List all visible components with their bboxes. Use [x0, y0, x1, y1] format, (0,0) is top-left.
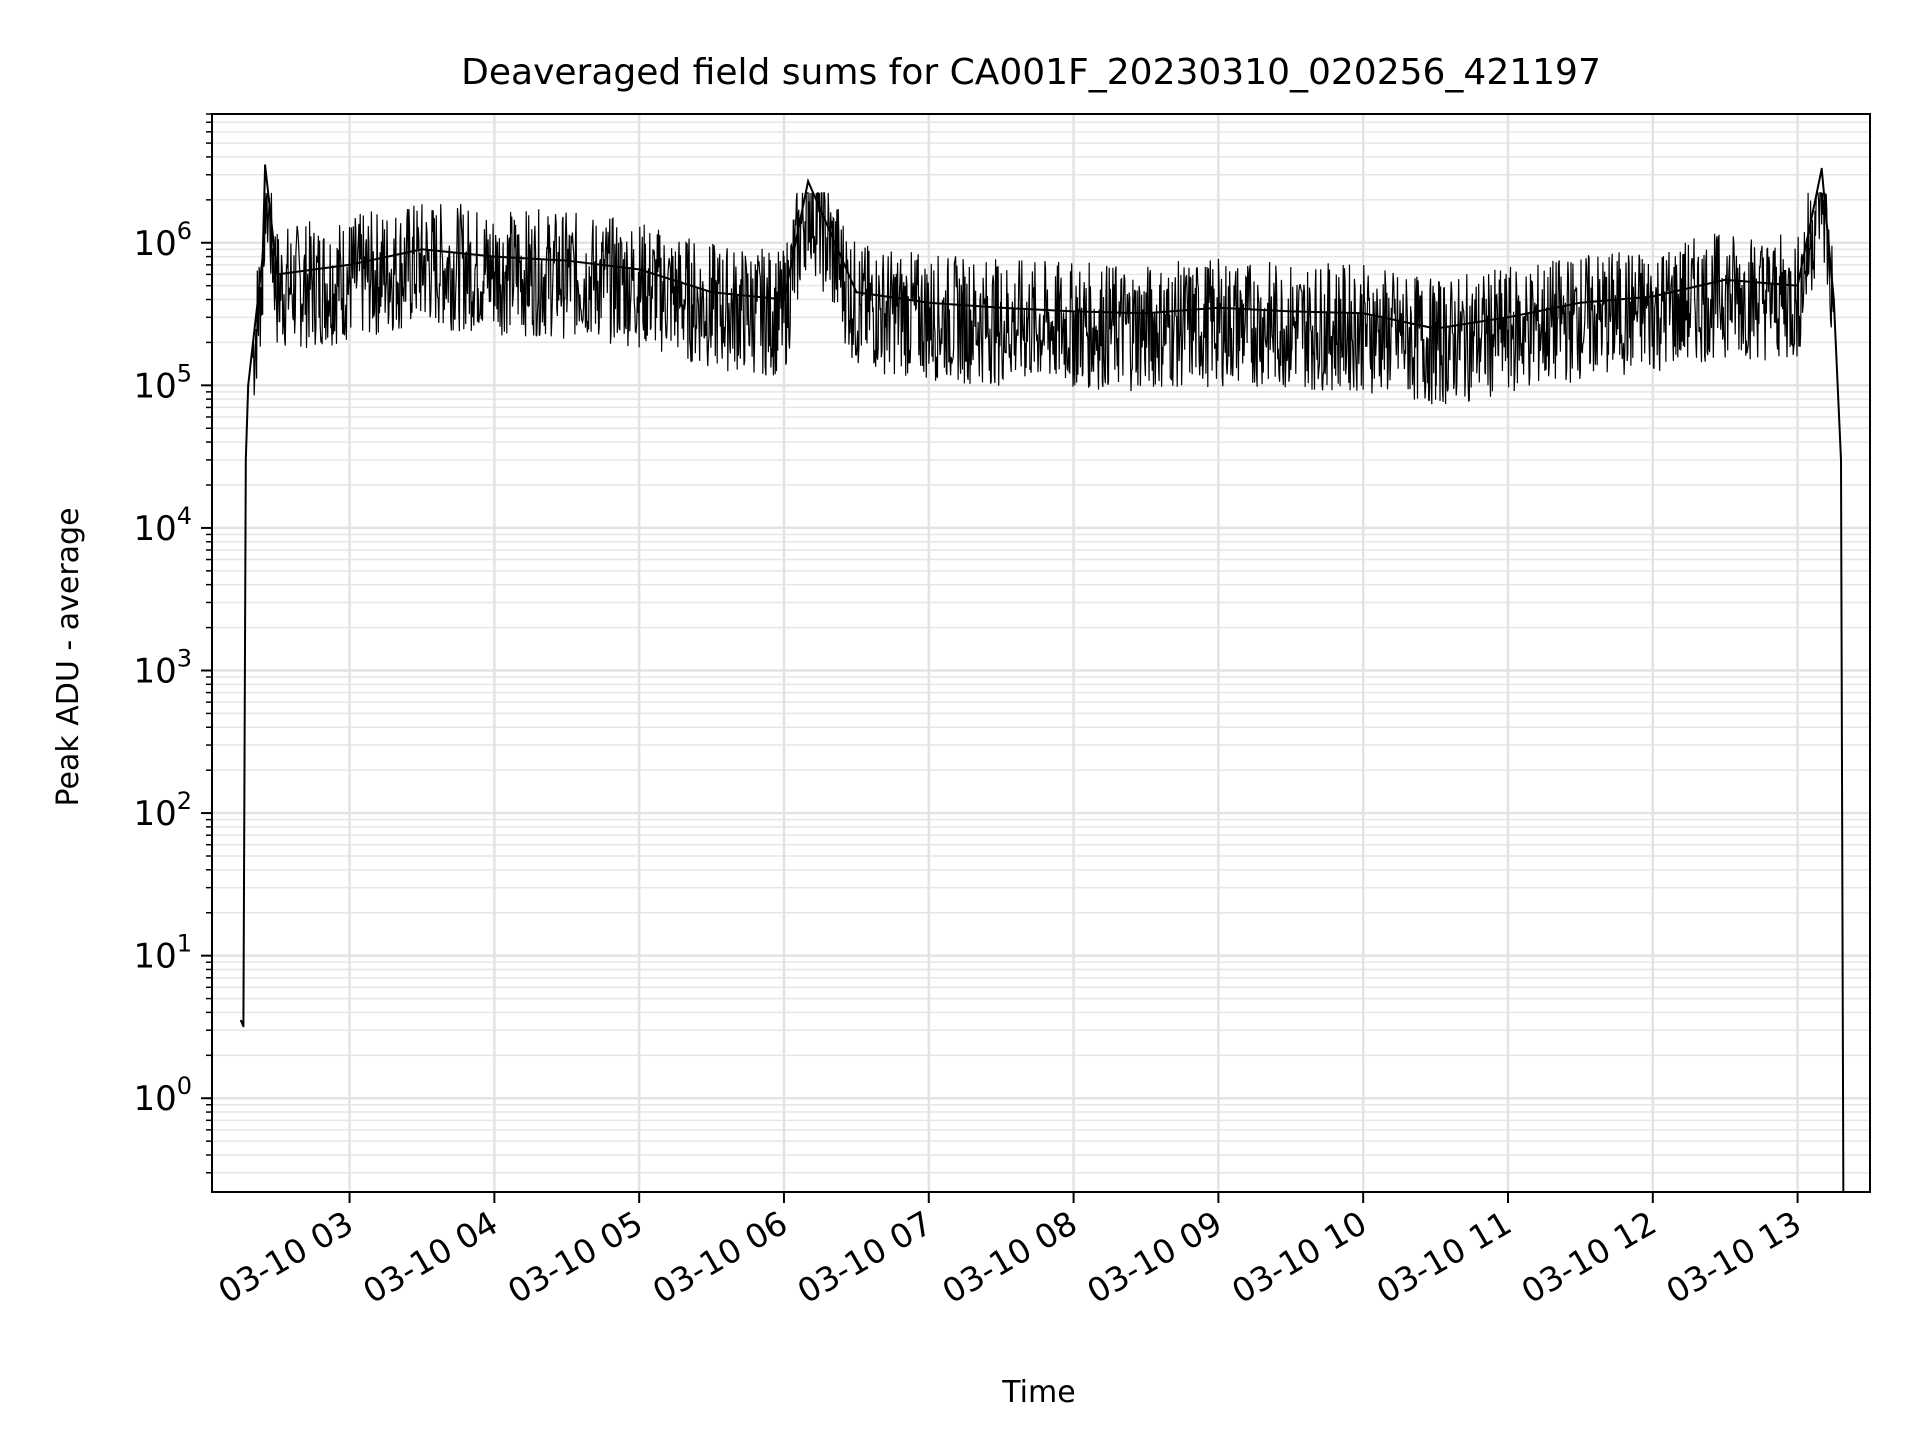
series-point [855, 291, 858, 294]
y-tick-label: 104 [133, 502, 192, 549]
y-tick-label: 105 [133, 359, 192, 406]
series-point [638, 268, 641, 271]
plot-frame [211, 113, 1871, 1193]
series-point [276, 273, 279, 276]
series-point [1724, 278, 1727, 281]
series-point [1820, 167, 1823, 170]
series-point [244, 458, 247, 461]
series-point [242, 1025, 245, 1028]
series-point [565, 259, 568, 262]
series-layer [240, 164, 1845, 1192]
series-point [1832, 298, 1835, 301]
minor-gridlines [212, 113, 1870, 1174]
series-point [261, 255, 264, 258]
series-noise [252, 192, 1835, 405]
y-tick-label: 102 [133, 787, 192, 834]
series-point [348, 263, 351, 266]
series-point [493, 255, 496, 258]
series-point [1145, 312, 1147, 315]
series-point [1651, 295, 1654, 298]
series-point [1289, 310, 1292, 313]
y-tick-label: 103 [133, 645, 192, 692]
chart-title: Deaveraged field sums for CA001F_2023031… [461, 52, 1601, 93]
series-point [264, 164, 267, 167]
y-tick-label: 101 [133, 930, 192, 977]
y-tick-label: 106 [133, 217, 192, 264]
y-axis: 100 101 102 103 104 105 106 [133, 113, 212, 1174]
series-point [1434, 327, 1437, 330]
series-point [1507, 316, 1509, 319]
series-point [1217, 306, 1220, 309]
series-point [783, 298, 785, 301]
series-point [252, 341, 254, 344]
series-point [421, 248, 423, 251]
series-point [256, 298, 259, 301]
series-point [1000, 306, 1003, 309]
series-point [1362, 312, 1365, 315]
series-point [927, 301, 930, 304]
series-point [1796, 284, 1799, 287]
series-point [1840, 458, 1842, 461]
series-point [1072, 310, 1075, 313]
series-point [1579, 301, 1582, 304]
series-point [247, 384, 250, 387]
series-point [240, 1019, 242, 1022]
x-axis-label: Time [1001, 1375, 1075, 1410]
y-axis-label: Peak ADU - average [51, 507, 86, 806]
series-point [807, 180, 810, 183]
series-point [710, 291, 713, 294]
y-tick-label: 100 [133, 1072, 192, 1119]
